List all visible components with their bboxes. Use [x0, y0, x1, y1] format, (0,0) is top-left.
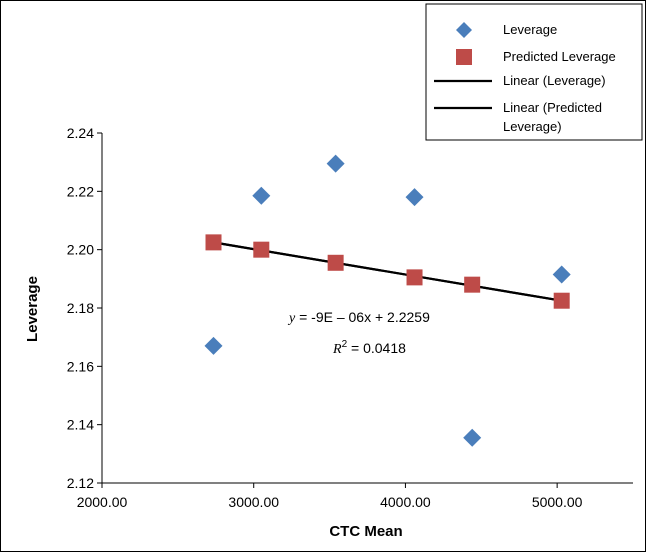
x-tick-label: 5000.00	[532, 494, 583, 510]
predicted-leverage-point	[464, 276, 481, 293]
trendline-annotations: y = -9E – 06x + 2.2259 R2 = 0.0418	[287, 309, 430, 357]
axes: 2.12 2.14 2.16 2.18 2.20 2.22 2.24 2000.00 3000…	[67, 125, 633, 510]
leverage-point	[326, 154, 345, 173]
legend-label: Predicted Leverage	[503, 49, 616, 64]
legend: Leverage Predicted Leverage Linear (Levera…	[425, 3, 643, 141]
x-tick-label: 3000.00	[228, 494, 279, 510]
predicted-leverage-point	[205, 234, 222, 251]
data-points	[204, 154, 571, 447]
predicted-leverage-point	[553, 292, 570, 309]
y-tick-label: 2.22	[67, 183, 94, 199]
trendlines	[213, 241, 562, 302]
y-ticks: 2.12 2.14 2.16 2.18 2.20 2.22 2.24	[67, 125, 102, 491]
legend-label: Linear (Predicted	[503, 100, 602, 115]
y-tick-label: 2.16	[67, 358, 94, 374]
predicted-leverage-point	[327, 254, 344, 271]
predicted-leverage-point	[253, 241, 270, 258]
y-tick-label: 2.12	[67, 475, 94, 491]
x-tick-label: 4000.00	[380, 494, 431, 510]
legend-label: Linear (Leverage)	[503, 73, 606, 88]
leverage-point	[252, 186, 271, 205]
predicted-leverage-point	[406, 269, 423, 286]
legend-label: Leverage	[503, 22, 557, 37]
y-tick-label: 2.24	[67, 125, 94, 141]
x-axis-title: CTC Mean	[329, 523, 402, 540]
leverage-point	[405, 188, 424, 207]
legend-label: Leverage)	[503, 119, 562, 134]
y-axis-title: Leverage	[24, 276, 41, 342]
y-tick-label: 2.14	[67, 417, 94, 433]
y-tick-label: 2.18	[67, 300, 94, 316]
x-tick-label: 2000.00	[77, 494, 128, 510]
leverage-point	[204, 336, 223, 355]
leverage-point	[463, 428, 482, 447]
r-squared-label: R2 = 0.0418	[332, 339, 406, 357]
x-ticks: 2000.00 3000.00 4000.00 5000.00	[77, 483, 583, 510]
trendline	[213, 241, 562, 302]
legend-items: Leverage Predicted Leverage Linear (Levera…	[434, 22, 616, 134]
legend-square-icon	[456, 49, 472, 65]
legend-diamond-icon	[456, 22, 472, 38]
trendline-equation: y = -9E – 06x + 2.2259	[287, 309, 430, 326]
leverage-point	[552, 265, 571, 284]
y-tick-label: 2.20	[67, 242, 94, 258]
